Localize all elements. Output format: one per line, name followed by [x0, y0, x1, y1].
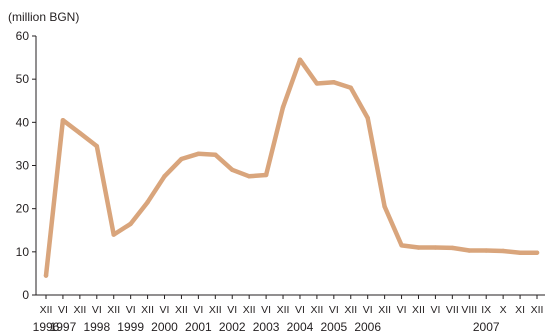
x-month-label: XII — [277, 304, 290, 316]
data-point — [77, 130, 83, 136]
data-point — [246, 174, 252, 179]
x-month-label: XII — [209, 304, 222, 316]
x-month-label: VI — [227, 304, 237, 316]
data-point — [128, 221, 133, 226]
x-year-label: 1998 — [83, 320, 110, 334]
x-month-label: VII — [446, 304, 459, 316]
x-year-label: 2001 — [185, 320, 212, 334]
data-point — [348, 85, 353, 91]
x-year-label: 2002 — [219, 320, 246, 334]
data-point — [534, 250, 540, 255]
x-month-label: VI — [363, 304, 373, 316]
y-axis-unit-label: (million BGN) — [8, 10, 79, 24]
x-year-label: 2000 — [151, 320, 178, 334]
axes — [35, 36, 545, 296]
x-month-label: XI — [515, 304, 525, 316]
data-point — [162, 174, 167, 179]
y-tick-label: 50 — [16, 72, 30, 86]
data-point — [263, 172, 269, 178]
data-point — [500, 248, 506, 254]
y-tick-label: 60 — [16, 29, 30, 43]
data-point — [416, 245, 421, 250]
x-month-label: VI — [329, 304, 339, 316]
x-axis-ticks: XII VI XII VI XII VI XII VI XII VI XII VI XII VI XII VI… — [33, 295, 544, 334]
data-point — [450, 245, 455, 251]
y-tick-label: 30 — [16, 159, 30, 173]
y-tick-label: 40 — [16, 115, 30, 129]
x-year-label: 2005 — [320, 320, 347, 334]
data-point — [94, 143, 99, 149]
data-point — [399, 243, 404, 248]
data-point — [280, 105, 286, 110]
data-point — [331, 79, 337, 85]
x-year-label: 2007 — [473, 320, 500, 334]
x-month-label: VIII — [461, 304, 477, 316]
data-point — [484, 248, 489, 253]
data-point — [196, 151, 201, 157]
x-month-label: XII — [107, 304, 120, 316]
x-month-label: XII — [344, 304, 357, 316]
data-point — [297, 57, 303, 62]
x-month-label: VI — [261, 304, 271, 316]
y-tick-label: 20 — [16, 202, 30, 216]
x-month-label: VI — [193, 304, 203, 316]
x-month-label: VI — [295, 304, 305, 316]
x-month-label: X — [500, 304, 507, 316]
x-month-label: XII — [175, 304, 188, 316]
data-point — [43, 273, 49, 278]
data-point — [179, 156, 184, 162]
x-month-label: VI — [92, 304, 102, 316]
x-month-label: VI — [397, 304, 407, 316]
data-point — [230, 167, 235, 173]
series-line — [43, 57, 540, 278]
x-month-label: XII — [141, 304, 154, 316]
x-year-label: 1997 — [50, 320, 77, 334]
data-point — [365, 115, 370, 121]
x-month-label: VI — [430, 304, 440, 316]
data-point — [314, 81, 320, 86]
data-point — [467, 248, 472, 253]
data-point — [433, 245, 438, 250]
x-month-label: XII — [73, 304, 86, 316]
x-year-label: 1999 — [117, 320, 144, 334]
series-layer — [43, 57, 540, 278]
x-year-label: 1996 — [33, 320, 60, 334]
x-month-label: VI — [126, 304, 136, 316]
data-point — [111, 232, 116, 237]
y-tick-label: 0 — [22, 288, 29, 302]
y-axis-ticks: 0 10 20 30 40 50 60 — [16, 29, 36, 302]
x-year-label: 2006 — [354, 320, 381, 334]
x-month-label: VI — [58, 304, 68, 316]
x-month-label: XII — [40, 304, 53, 316]
x-year-label: 2003 — [253, 320, 280, 334]
x-month-label: XII — [310, 304, 323, 316]
data-point — [517, 250, 523, 255]
data-point — [60, 117, 66, 123]
x-month-label: XII — [243, 304, 256, 316]
data-point — [382, 204, 387, 209]
x-month-label: VI — [160, 304, 170, 316]
data-point — [213, 152, 218, 157]
x-month-label: XII — [412, 304, 425, 316]
y-tick-label: 10 — [16, 245, 30, 259]
x-month-label: XII — [531, 304, 544, 316]
x-year-label: 2004 — [287, 320, 314, 334]
x-month-label: XII — [378, 304, 391, 316]
data-point — [145, 199, 150, 205]
x-month-label: IX — [481, 304, 491, 316]
